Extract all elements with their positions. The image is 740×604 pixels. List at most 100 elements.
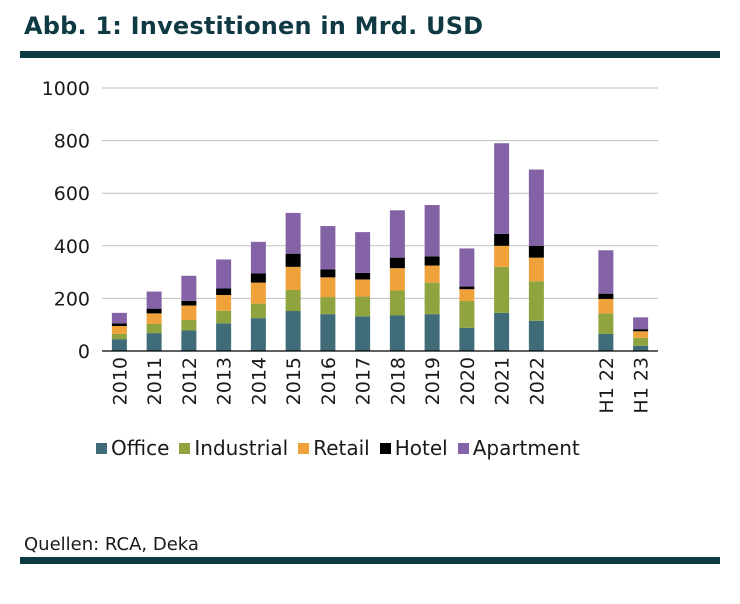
x-tick-label: 2012 bbox=[179, 357, 201, 405]
x-tick-label: 2021 bbox=[492, 357, 514, 405]
bar-segment-industrial-2020 bbox=[459, 301, 475, 328]
bar-segment-apartment-2019 bbox=[424, 205, 440, 257]
bottom-rule bbox=[20, 557, 720, 564]
bar-segment-office-2012 bbox=[181, 330, 197, 351]
bar-segment-retail-2016 bbox=[320, 277, 336, 298]
bar-segment-office-2019 bbox=[424, 314, 440, 351]
bar-segment-retail-2018 bbox=[389, 268, 405, 291]
grid-lines bbox=[102, 87, 658, 299]
bar-segment-office-2013 bbox=[216, 323, 232, 351]
bar-segment-retail-H1 23 bbox=[633, 331, 649, 338]
bar-segment-hotel-2017 bbox=[355, 272, 371, 280]
bar-segment-office-H1 23 bbox=[633, 345, 649, 351]
bar-segment-industrial-2014 bbox=[250, 303, 266, 319]
y-tick-label: 600 bbox=[54, 183, 90, 205]
bar-segment-industrial-2017 bbox=[355, 296, 371, 317]
bar-segment-hotel-2022 bbox=[528, 245, 544, 258]
bar-segment-apartment-2021 bbox=[494, 143, 510, 234]
bar-segment-retail-2017 bbox=[355, 279, 371, 297]
bar-segment-apartment-H1 23 bbox=[633, 317, 649, 330]
bar-segment-industrial-2018 bbox=[389, 290, 405, 316]
x-tick-label: 2011 bbox=[144, 357, 166, 405]
bar-segment-industrial-H1 22 bbox=[598, 313, 614, 334]
bar-segment-office-2010 bbox=[111, 339, 127, 351]
x-tick-label: 2022 bbox=[526, 357, 548, 405]
bar-segment-apartment-2011 bbox=[146, 291, 162, 309]
x-tick-label: 2018 bbox=[387, 357, 409, 405]
bar-segment-hotel-2013 bbox=[216, 288, 232, 295]
top-rule bbox=[20, 51, 720, 58]
bar-segment-industrial-2011 bbox=[146, 323, 162, 334]
bar-segment-hotel-2010 bbox=[111, 323, 127, 327]
bar-segment-industrial-2016 bbox=[320, 297, 336, 315]
bar-segment-hotel-2019 bbox=[424, 256, 440, 266]
legend-label: Apartment bbox=[472, 436, 580, 460]
bar-segment-apartment-H1 22 bbox=[598, 250, 614, 294]
x-tick-label: 2013 bbox=[214, 357, 236, 405]
bar-segment-industrial-2010 bbox=[111, 333, 127, 340]
legend-swatch bbox=[379, 442, 391, 454]
bar-segment-office-2011 bbox=[146, 333, 162, 351]
legend-label: Industrial bbox=[194, 436, 289, 460]
bar-segment-industrial-2019 bbox=[424, 282, 440, 315]
bar-segment-retail-2014 bbox=[250, 282, 266, 304]
bar-segment-industrial-H1 23 bbox=[633, 337, 649, 346]
bar-segment-hotel-2011 bbox=[146, 308, 162, 314]
bar-segment-industrial-2022 bbox=[528, 281, 544, 321]
x-tick-label: H1 23 bbox=[631, 357, 653, 414]
bars bbox=[111, 143, 649, 351]
bar-segment-office-2016 bbox=[320, 314, 336, 351]
legend-swatch bbox=[298, 442, 310, 454]
bar-segment-apartment-2012 bbox=[181, 275, 197, 301]
x-tick-label: 2010 bbox=[109, 357, 131, 405]
bar-segment-retail-H1 22 bbox=[598, 298, 614, 314]
bar-segment-hotel-H1 23 bbox=[633, 329, 649, 332]
bar-segment-apartment-2020 bbox=[459, 248, 475, 287]
bar-segment-industrial-2013 bbox=[216, 310, 232, 324]
bar-segment-apartment-2013 bbox=[216, 259, 232, 289]
bar-segment-retail-2013 bbox=[216, 294, 232, 311]
legend-item-industrial: Industrial bbox=[179, 436, 288, 460]
bar-segment-retail-2015 bbox=[285, 266, 301, 290]
bar-segment-industrial-2021 bbox=[494, 266, 510, 313]
chart-legend: Office Industrial Retail Hotel Apartment bbox=[96, 436, 580, 460]
x-tick-label: 2020 bbox=[457, 357, 479, 405]
bar-segment-retail-2021 bbox=[494, 245, 510, 267]
legend-label: Retail bbox=[313, 436, 370, 460]
bar-segment-retail-2019 bbox=[424, 265, 440, 283]
source-note: Quellen: RCA, Deka bbox=[24, 534, 199, 555]
y-tick-label: 200 bbox=[54, 288, 90, 310]
y-tick-label: 400 bbox=[54, 236, 90, 258]
bar-segment-retail-2022 bbox=[528, 257, 544, 282]
bar-segment-apartment-2018 bbox=[389, 210, 405, 258]
bar-segment-hotel-2020 bbox=[459, 286, 475, 290]
legend-swatch bbox=[96, 442, 107, 454]
y-tick-label: 1000 bbox=[42, 78, 90, 100]
legend-label: Hotel bbox=[394, 436, 448, 460]
legend-swatch bbox=[457, 442, 469, 454]
legend-item-hotel: Hotel bbox=[379, 436, 448, 460]
x-tick-label: 2016 bbox=[318, 357, 340, 405]
bar-segment-hotel-2021 bbox=[494, 233, 510, 246]
bar-segment-apartment-2017 bbox=[355, 232, 371, 273]
bar-segment-industrial-2012 bbox=[181, 319, 197, 331]
y-axis-ticks: 0 200 400 600 800 1000 bbox=[42, 78, 90, 363]
bar-segment-retail-2011 bbox=[146, 313, 162, 324]
bar-segment-office-2020 bbox=[459, 327, 475, 351]
bar-segment-apartment-2015 bbox=[285, 212, 301, 254]
bar-segment-hotel-H1 22 bbox=[598, 293, 614, 299]
x-tick-label: H1 22 bbox=[596, 357, 618, 414]
bar-segment-hotel-2014 bbox=[250, 273, 266, 283]
legend-item-office: Office bbox=[96, 436, 169, 460]
legend-swatch bbox=[179, 442, 191, 454]
legend-item-apartment: Apartment bbox=[457, 436, 580, 460]
bar-segment-hotel-2012 bbox=[181, 300, 197, 306]
bar-segment-office-2014 bbox=[250, 318, 266, 351]
bar-segment-office-H1 22 bbox=[598, 333, 614, 351]
bar-segment-office-2015 bbox=[285, 311, 301, 351]
bar-segment-apartment-2022 bbox=[528, 169, 544, 246]
bar-segment-apartment-2010 bbox=[111, 312, 127, 324]
legend-label: Office bbox=[111, 436, 170, 460]
bar-segment-hotel-2015 bbox=[285, 253, 301, 267]
